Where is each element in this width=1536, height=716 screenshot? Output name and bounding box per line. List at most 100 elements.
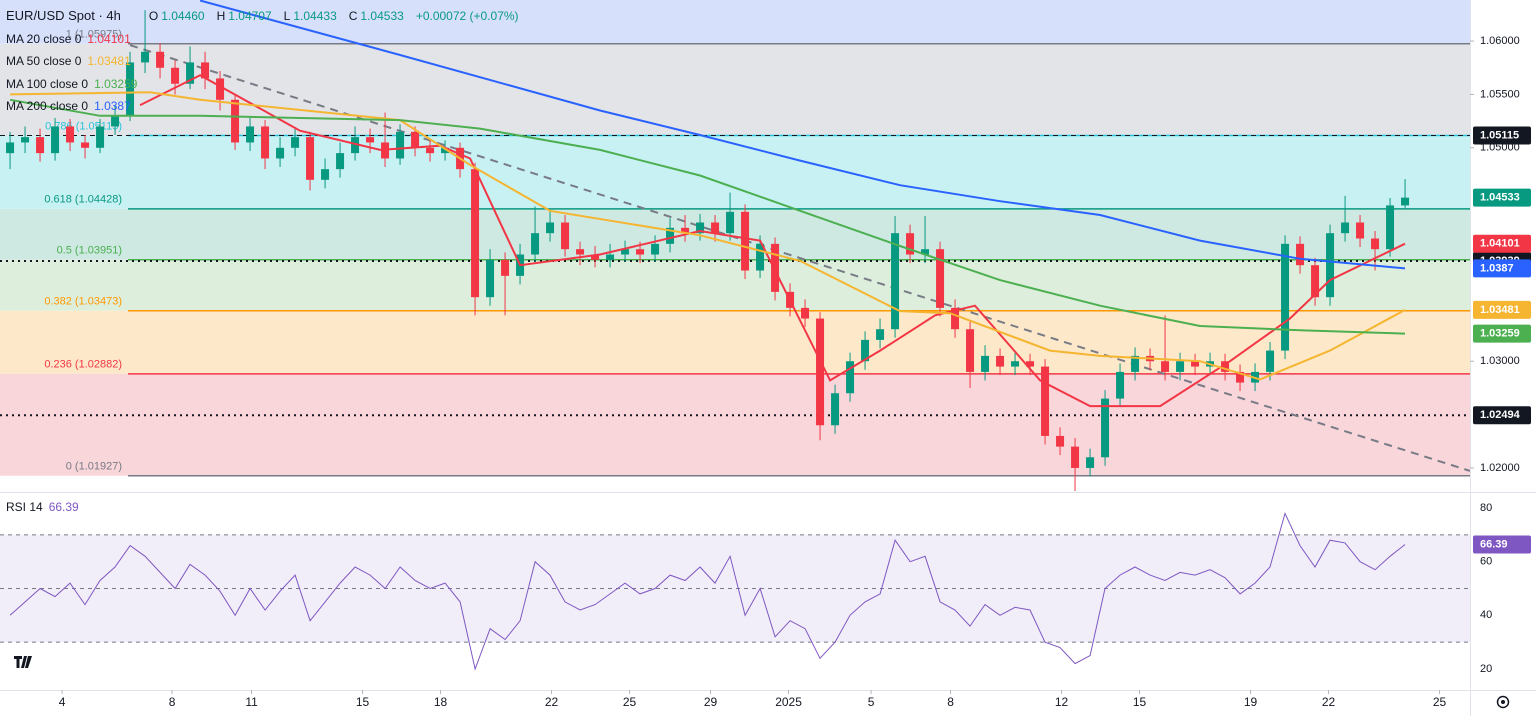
x-tick-label: 15 — [356, 695, 370, 709]
candle-body — [231, 99, 240, 143]
x-tick-label: 19 — [1244, 695, 1258, 709]
legend-row: EUR/USD Spot · 4h O 1.04460 H 1.04707 L 1.0443… — [6, 5, 525, 28]
price-badge-label: 1.04101 — [1480, 238, 1520, 250]
quote-label: H — [216, 9, 226, 23]
candle-body — [771, 243, 780, 292]
x-tick-label: 8 — [947, 695, 954, 709]
legend-value: 1.03481 — [87, 54, 131, 68]
candle-body — [741, 211, 750, 271]
x-tick-label: 22 — [1322, 695, 1336, 709]
fib-zone — [0, 43, 1470, 136]
price-badge — [1473, 324, 1531, 343]
candle-body — [426, 147, 435, 154]
candle-body — [246, 126, 255, 143]
tradingview-logo[interactable] — [10, 650, 38, 674]
candle-body — [1236, 371, 1245, 383]
candle-body — [861, 339, 870, 362]
quote-value: +0.00072 (+0.07%) — [415, 9, 519, 23]
price-badge-label: 1.05115 — [1480, 129, 1519, 141]
candle-body — [1281, 243, 1290, 351]
legend-row: MA 200 close 0 1.0387 — [6, 95, 525, 118]
candle-body — [1041, 366, 1050, 436]
candle-body — [666, 227, 675, 244]
candle-body — [1071, 446, 1080, 468]
y-tick-label: 1.02000 — [1480, 462, 1520, 474]
quote-value: 1.04533 — [360, 9, 404, 23]
candle-body — [756, 243, 765, 271]
candle-body — [1356, 222, 1365, 239]
candle-body — [576, 249, 585, 255]
candle-body — [996, 355, 1005, 367]
x-tick-label: 25 — [623, 695, 637, 709]
candle-body — [1371, 238, 1380, 250]
candle-body — [1131, 355, 1140, 372]
candle-body — [1056, 435, 1065, 447]
price-badge — [1473, 535, 1531, 554]
candle-body — [816, 318, 825, 426]
candle-body — [366, 137, 375, 143]
candle-body — [261, 126, 270, 159]
candle-body — [1086, 457, 1095, 468]
candle-body — [501, 259, 510, 276]
candle-body — [66, 126, 75, 143]
candle-body — [1221, 361, 1230, 372]
x-tick-label: 25 — [1433, 695, 1447, 709]
x-tick-label: 15 — [1133, 695, 1147, 709]
quote-value: 1.04707 — [228, 9, 272, 23]
x-tick-label: 2025 — [775, 695, 802, 709]
candle-body — [321, 169, 330, 180]
candle-body — [36, 137, 45, 154]
candle-body — [981, 355, 990, 372]
moving-average — [199, 0, 1406, 270]
candle-body — [186, 62, 195, 84]
fib-label: 1 (1.05975) — [66, 29, 122, 41]
candle-body — [291, 137, 300, 148]
price-badge — [1473, 259, 1531, 278]
candle-body — [1176, 361, 1185, 372]
price-badge — [1473, 188, 1531, 207]
quote-item: C 1.04533 — [349, 5, 404, 28]
quote-value: 1.04433 — [293, 9, 337, 23]
candle-body — [561, 222, 570, 250]
fib-zone — [0, 310, 1470, 374]
moving-average — [10, 91, 1406, 381]
candle-body — [351, 137, 360, 154]
candle-body — [126, 62, 135, 116]
candle-body — [441, 147, 450, 154]
candle-body — [1116, 371, 1125, 399]
x-tick-label: 11 — [245, 695, 258, 709]
quote-value: 1.04460 — [161, 9, 205, 23]
quote-item: L 1.04433 — [284, 5, 337, 28]
fib-zone — [0, 259, 1470, 311]
legend-row: MA 100 close 0 1.03259 — [6, 73, 525, 96]
settings-icon[interactable] — [1496, 695, 1510, 709]
candle-body — [636, 249, 645, 255]
rsi-line — [9, 511, 1406, 671]
legend-name: MA 20 close 0 — [6, 31, 82, 46]
moving-average — [139, 74, 1406, 408]
price-badge-label: 1.04533 — [1480, 192, 1520, 204]
y-tick-label: 1.06000 — [1480, 35, 1520, 47]
fib-zone — [0, 208, 1470, 260]
candle-body — [876, 329, 885, 340]
rsi-value: 66.39 — [48, 500, 79, 514]
price-badge-label: 1.03481 — [1480, 304, 1520, 316]
candle-body — [1191, 361, 1200, 367]
x-tick-label: 8 — [169, 695, 176, 709]
candle-body — [336, 153, 345, 170]
candle-body — [216, 78, 225, 100]
fib-label: 0.618 (1.04428) — [44, 194, 122, 206]
candle-body — [906, 233, 915, 255]
candle-body — [801, 307, 810, 319]
x-tick-label: 29 — [704, 695, 718, 709]
candle-body — [201, 62, 210, 79]
candle-body — [936, 249, 945, 308]
legend-value: 1.0387 — [94, 99, 131, 113]
candle-body — [396, 131, 405, 159]
fib-label: 0.5 (1.03951) — [57, 245, 122, 257]
candle-body — [651, 243, 660, 255]
quote-item: +0.00072 (+0.07%) — [416, 5, 519, 28]
legend: EUR/USD Spot · 4h O 1.04460 H 1.04707 L 1.0443… — [6, 5, 525, 118]
legend-value: 1.04101 — [87, 31, 131, 46]
